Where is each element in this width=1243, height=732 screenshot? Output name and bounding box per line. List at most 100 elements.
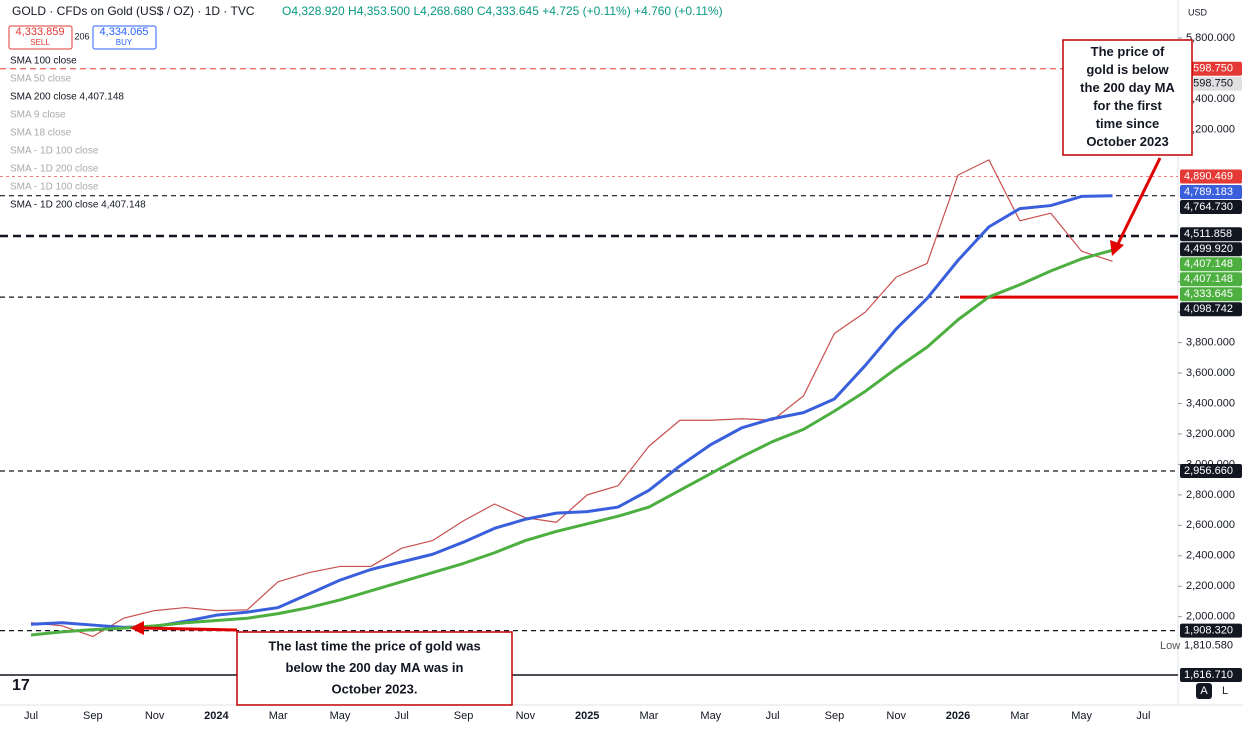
y-tick-label: 2,200.000 bbox=[1186, 580, 1235, 592]
sell-button[interactable] bbox=[8, 25, 73, 50]
price-label: 4,333.645 bbox=[1184, 288, 1233, 300]
price-label: 4,098.742 bbox=[1184, 303, 1233, 315]
x-tick-label: 2026 bbox=[946, 710, 970, 722]
annotation-text: gold is below bbox=[1086, 62, 1169, 77]
logo: 17 bbox=[12, 677, 30, 694]
price-label: 4,407.148 bbox=[1184, 273, 1233, 285]
series-line bbox=[30, 248, 1113, 637]
price-label: 4,511.858 bbox=[1184, 228, 1232, 240]
x-tick-label: Mar bbox=[1010, 710, 1029, 722]
buy-price: 4,334.065 bbox=[100, 26, 149, 38]
price-label: 2,956.660 bbox=[1184, 465, 1233, 477]
y-tick-label: 2,400.000 bbox=[1186, 550, 1235, 562]
low-label: Low bbox=[1160, 640, 1180, 652]
price-label-bg bbox=[1180, 76, 1242, 91]
y-tick-label: 5,800.000 bbox=[1186, 32, 1235, 44]
price-label-bg bbox=[1180, 242, 1242, 257]
y-tick-label: 2,000.000 bbox=[1186, 611, 1235, 623]
arrowhead bbox=[130, 621, 144, 635]
price-label: 1,908.320 bbox=[1184, 625, 1233, 637]
indicator: SMA - 1D 200 close bbox=[10, 164, 99, 175]
price-label-bg bbox=[1180, 302, 1242, 317]
price-label: 4,890.469 bbox=[1184, 170, 1233, 182]
series-line bbox=[30, 159, 1113, 638]
price-label: 5,598.750 bbox=[1184, 63, 1233, 75]
y-tick-label: 3,800.000 bbox=[1186, 337, 1235, 349]
price-label: 4,789.183 bbox=[1184, 186, 1233, 198]
price-label-bg bbox=[1180, 464, 1242, 479]
x-tick-label: Jul bbox=[766, 710, 780, 722]
indicator: SMA - 1D 100 close bbox=[10, 146, 99, 157]
x-tick-label: Nov bbox=[886, 710, 906, 722]
auto-label: A bbox=[1200, 685, 1208, 697]
x-tick-label: Nov bbox=[516, 710, 536, 722]
log-label: L bbox=[1222, 685, 1228, 697]
indicator: SMA 200 close 4,407.148 bbox=[10, 92, 124, 103]
price-label: 5,598.750 bbox=[1184, 78, 1233, 90]
price-label-bg bbox=[1180, 638, 1242, 653]
ohlc: O4,328.920 H4,353.500 L4,268.680 C4,333.… bbox=[282, 4, 723, 18]
series-line bbox=[30, 194, 1113, 629]
y-tick-label: 3,400.000 bbox=[1186, 397, 1235, 409]
price-label: 1,810.580 bbox=[1184, 640, 1233, 652]
price-label-bg bbox=[1180, 272, 1242, 287]
price-label: 4,764.730 bbox=[1184, 201, 1233, 213]
x-tick-label: Jul bbox=[395, 710, 409, 722]
currency: USD bbox=[1188, 7, 1208, 17]
indicator: SMA - 1D 200 close 4,407.148 bbox=[10, 200, 146, 211]
price-label-bg bbox=[1180, 61, 1242, 76]
symbol: GOLD · CFDs on Gold (US$ / OZ) · 1D · TV… bbox=[12, 4, 255, 18]
x-tick-label: 2025 bbox=[575, 710, 599, 722]
arrow bbox=[1114, 157, 1162, 249]
x-tick-label: Sep bbox=[454, 710, 474, 722]
indicator: SMA 9 close bbox=[10, 110, 66, 121]
arrow bbox=[141, 626, 238, 632]
annotation-box bbox=[1062, 39, 1193, 156]
annotation-text: October 2023. bbox=[332, 681, 418, 696]
price-label: 1,616.710 bbox=[1184, 669, 1233, 681]
x-tick-label: Sep bbox=[825, 710, 845, 722]
annotation-text: for the first bbox=[1093, 98, 1162, 113]
x-tick-label: May bbox=[1071, 710, 1092, 722]
price-label-bg bbox=[1180, 184, 1242, 199]
annotation-text: below the 200 day MA was in bbox=[286, 660, 464, 675]
annotation-text: October 2023 bbox=[1086, 134, 1168, 149]
auto-button[interactable] bbox=[1196, 683, 1212, 699]
x-tick-label: 2024 bbox=[204, 710, 229, 722]
sell-label: SELL bbox=[30, 38, 50, 47]
price-label-bg bbox=[1180, 257, 1242, 272]
spread: 206 bbox=[74, 31, 89, 41]
x-tick-label: Jul bbox=[1136, 710, 1150, 722]
price-label-bg bbox=[1180, 227, 1242, 242]
x-tick-label: Nov bbox=[145, 710, 165, 722]
annotation-text: The price of bbox=[1091, 44, 1165, 59]
annotation-text: The last time the price of gold was bbox=[268, 638, 480, 653]
price-label-bg bbox=[1180, 668, 1242, 683]
indicator: SMA 18 close bbox=[10, 128, 72, 139]
price-label-bg bbox=[1180, 199, 1242, 214]
buy-button[interactable] bbox=[92, 25, 157, 50]
y-tick-label: 2,600.000 bbox=[1186, 519, 1235, 531]
buy-label: BUY bbox=[116, 38, 133, 47]
y-tick-label: 3,600.000 bbox=[1186, 367, 1235, 379]
y-tick-label: 5,400.000 bbox=[1186, 93, 1235, 105]
price-label: 4,499.920 bbox=[1184, 243, 1233, 255]
x-tick-label: May bbox=[330, 710, 351, 722]
x-tick-label: Sep bbox=[83, 710, 103, 722]
price-label: 4,407.148 bbox=[1184, 258, 1233, 270]
x-tick-label: Jul bbox=[24, 710, 38, 722]
y-tick-label: 2,800.000 bbox=[1186, 489, 1235, 501]
indicator: SMA 50 close bbox=[10, 74, 72, 85]
sell-price: 4,333.859 bbox=[16, 26, 65, 38]
indicator: SMA - 1D 100 close bbox=[10, 182, 99, 193]
arrowhead bbox=[1110, 240, 1124, 256]
x-tick-label: Mar bbox=[640, 710, 659, 722]
y-tick-label: 5,200.000 bbox=[1186, 123, 1235, 135]
indicator: SMA 100 close bbox=[10, 56, 77, 67]
annotation-text: time since bbox=[1096, 116, 1160, 131]
annotation-text: the 200 day MA bbox=[1080, 80, 1175, 95]
x-tick-label: May bbox=[700, 710, 721, 722]
price-label-bg bbox=[1180, 169, 1242, 184]
